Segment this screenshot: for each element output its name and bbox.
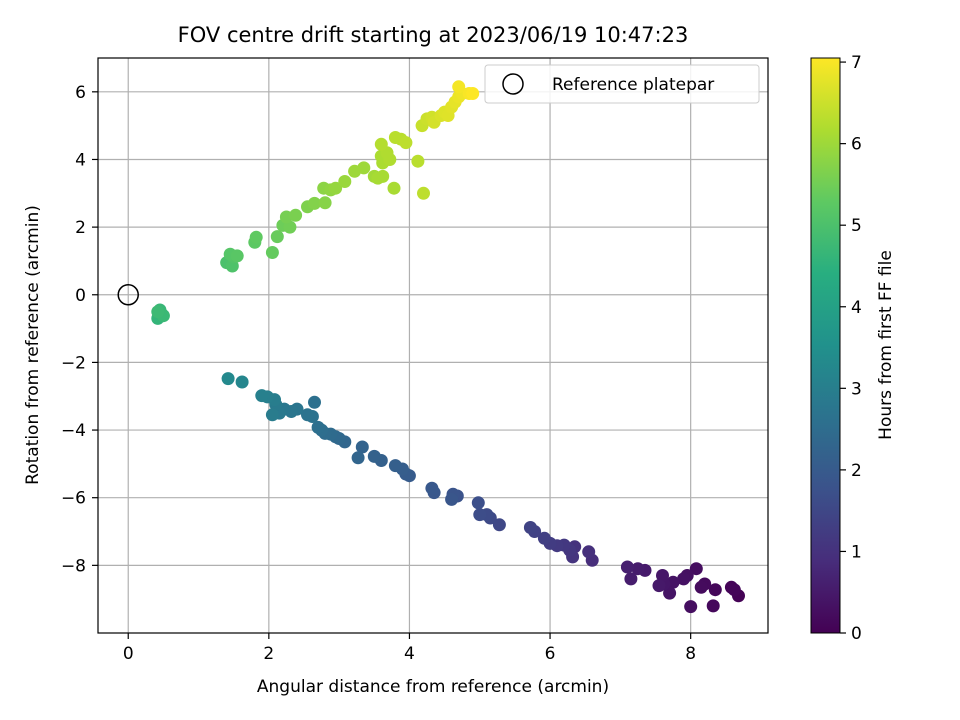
data-point xyxy=(411,154,425,168)
data-point xyxy=(329,181,343,195)
y-tick-label: 0 xyxy=(75,286,86,306)
data-point xyxy=(230,249,244,263)
y-tick-label: 4 xyxy=(75,150,86,170)
data-point xyxy=(249,230,263,244)
data-point xyxy=(684,600,698,614)
reference-platepar-marker xyxy=(117,284,139,306)
data-point xyxy=(388,459,402,473)
data-point xyxy=(523,521,537,534)
y-tick-label: 6 xyxy=(75,83,86,103)
colorbar-tick-label: 1 xyxy=(851,542,862,562)
data-point xyxy=(417,186,430,200)
legend: Reference platepar xyxy=(484,64,760,104)
chart-title: FOV centre drift starting at 2023/06/19 … xyxy=(178,23,689,47)
data-point xyxy=(537,531,551,545)
x-tick-label: 8 xyxy=(685,644,696,664)
x-tick-label: 4 xyxy=(404,644,415,664)
y-tick-label: −8 xyxy=(61,556,86,576)
data-point xyxy=(473,508,487,522)
data-point xyxy=(425,481,439,495)
data-point xyxy=(706,599,720,613)
data-point xyxy=(265,408,279,422)
colorbar-tick-label: 2 xyxy=(851,461,862,481)
data-point xyxy=(652,579,666,593)
data-point xyxy=(631,562,645,576)
data-point xyxy=(399,136,413,150)
data-point xyxy=(357,161,371,175)
colorbar-tick-label: 6 xyxy=(851,135,862,155)
data-point xyxy=(318,196,332,210)
y-tick-label: −2 xyxy=(61,353,86,373)
data-point xyxy=(338,175,352,188)
data-point xyxy=(708,583,722,597)
y-tick-label: −4 xyxy=(61,421,86,441)
y-tick-label: −6 xyxy=(61,489,86,509)
colorbar-tick-label: 5 xyxy=(851,216,862,236)
colorbar-tick-label: 0 xyxy=(851,624,862,644)
x-tick-label: 2 xyxy=(263,644,274,664)
data-point xyxy=(265,246,279,259)
data-point xyxy=(351,451,365,465)
data-point xyxy=(151,305,165,319)
colorbar-tick-label: 3 xyxy=(851,379,862,399)
data-point xyxy=(582,545,596,559)
y-axis-ticks: −8 −6 −4 −2 0 2 4 6 xyxy=(61,83,98,576)
x-tick-label: 0 xyxy=(123,644,134,664)
colorbar: 0 1 2 3 4 5 6 7 Hours from first FF file xyxy=(810,53,896,644)
data-point xyxy=(689,562,703,576)
x-axis-ticks: 0 2 4 6 8 xyxy=(123,633,696,664)
colorbar-tick-label: 7 xyxy=(851,53,862,73)
data-point xyxy=(355,440,369,454)
data-point xyxy=(255,389,269,403)
data-point xyxy=(445,492,459,506)
data-point xyxy=(677,572,691,586)
x-tick-label: 6 xyxy=(545,644,556,664)
data-point xyxy=(624,572,638,586)
data-point xyxy=(387,181,401,195)
data-point xyxy=(376,169,390,183)
data-point xyxy=(367,449,381,463)
colorbar-gradient xyxy=(810,57,841,634)
data-point xyxy=(466,87,480,100)
data-point xyxy=(383,153,397,166)
legend-box xyxy=(484,64,760,104)
data-point xyxy=(235,375,249,389)
data-point xyxy=(270,230,284,244)
data-point xyxy=(311,420,325,434)
data-point xyxy=(656,569,669,582)
data-point xyxy=(301,408,314,422)
data-point xyxy=(620,560,634,574)
legend-label: Reference platepar xyxy=(552,75,714,95)
data-point xyxy=(289,208,303,222)
data-point xyxy=(471,496,485,510)
plot-frame xyxy=(97,57,769,634)
data-point xyxy=(308,196,321,210)
colorbar-ticks: 0 1 2 3 4 5 6 7 xyxy=(840,53,862,644)
data-points xyxy=(151,80,745,614)
y-tick-label: 2 xyxy=(75,218,86,238)
colorbar-tick-label: 4 xyxy=(851,298,862,318)
data-point xyxy=(221,372,235,386)
legend-marker xyxy=(502,73,524,95)
colorbar-label: Hours from first FF file xyxy=(876,250,896,440)
data-point xyxy=(374,137,388,151)
data-point xyxy=(452,80,466,94)
data-point xyxy=(308,395,321,409)
data-point xyxy=(727,583,741,597)
x-axis-label: Angular distance from reference (arcmin) xyxy=(257,677,609,697)
data-point xyxy=(283,220,297,234)
data-point xyxy=(492,518,506,532)
data-point xyxy=(694,580,708,594)
y-axis-label: Rotation from reference (arcmin) xyxy=(23,205,43,485)
